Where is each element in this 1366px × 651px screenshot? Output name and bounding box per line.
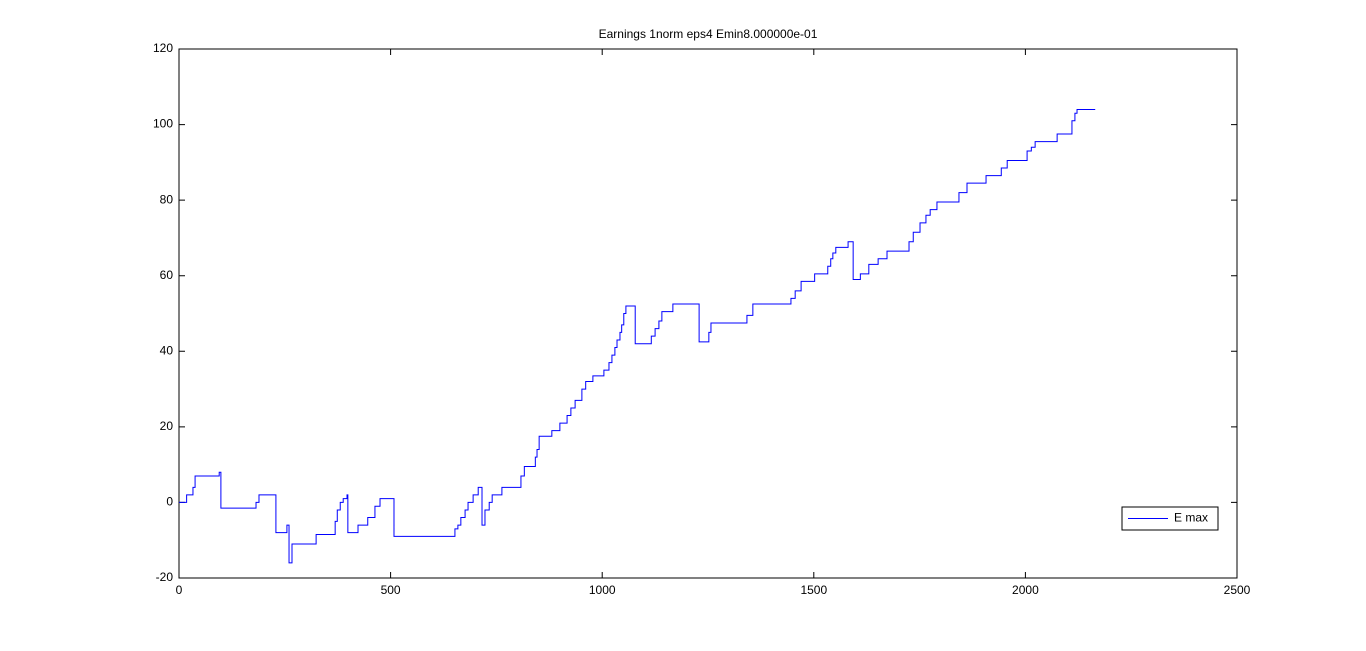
y-tick-label: 40 <box>160 343 174 357</box>
x-tick-label: 1000 <box>589 583 616 597</box>
data-line <box>179 108 1096 564</box>
y-tick-label: 100 <box>153 117 173 131</box>
plot-area <box>178 48 1238 579</box>
legend-label: E max <box>1174 511 1208 525</box>
y-tick-label: -20 <box>156 570 174 584</box>
x-tick-label: 1500 <box>800 583 827 597</box>
legend-box <box>1121 506 1219 531</box>
y-tick-label: 60 <box>160 268 174 282</box>
y-tick-label: 0 <box>166 495 173 509</box>
y-tick-label: 120 <box>153 41 173 55</box>
y-tick-label: 20 <box>160 419 174 433</box>
x-tick-label: 500 <box>381 583 401 597</box>
x-tick-label: 2000 <box>1012 583 1039 597</box>
chart-title: Earnings 1norm eps4 Emin8.000000e-01 <box>599 27 818 41</box>
y-tick-label: 80 <box>160 192 174 206</box>
x-tick-label: 2500 <box>1224 583 1251 597</box>
x-tick-label: 0 <box>176 583 183 597</box>
